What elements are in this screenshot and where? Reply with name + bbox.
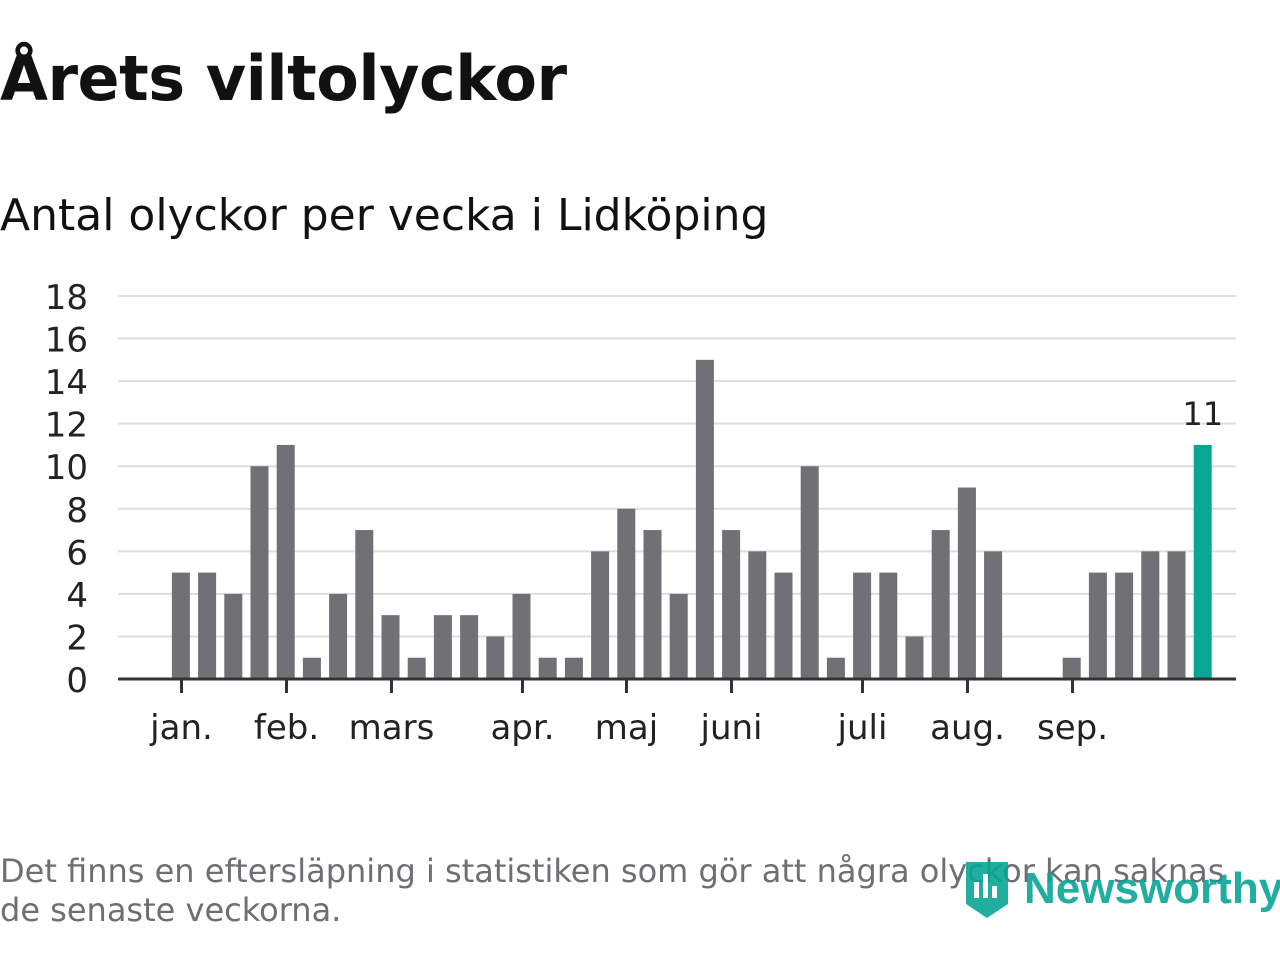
bar bbox=[748, 551, 767, 679]
bar bbox=[591, 551, 610, 679]
x-tick-label: maj bbox=[595, 708, 658, 748]
bar bbox=[617, 508, 636, 679]
bar bbox=[538, 657, 557, 679]
bar bbox=[1141, 551, 1160, 679]
data-lag-footnote: Det finns en eftersläpning i statistiken… bbox=[0, 852, 1225, 929]
bar bbox=[1088, 572, 1107, 679]
bar bbox=[1062, 657, 1081, 679]
bar bbox=[224, 593, 243, 679]
y-tick-label: 18 bbox=[45, 278, 88, 318]
bar bbox=[826, 657, 845, 679]
x-tick-label: feb. bbox=[254, 708, 319, 748]
y-tick-label: 12 bbox=[45, 406, 88, 446]
x-tick-label: mars bbox=[349, 708, 435, 748]
bar bbox=[355, 530, 374, 679]
chart-title: Årets viltolyckor bbox=[0, 42, 567, 115]
bar bbox=[171, 572, 190, 679]
bar bbox=[984, 551, 1003, 679]
bar bbox=[905, 636, 924, 679]
y-tick-label: 8 bbox=[66, 491, 88, 531]
x-tick-label: juli bbox=[837, 708, 888, 748]
newsworthy-logo-icon bbox=[966, 862, 1008, 918]
bar bbox=[853, 572, 872, 679]
chart-subtitle: Antal olyckor per vecka i Lidköping bbox=[0, 190, 769, 241]
bar bbox=[669, 593, 688, 679]
bar bbox=[250, 466, 269, 679]
brand-name: Newsworthy bbox=[1024, 864, 1280, 913]
bar bbox=[512, 593, 531, 679]
y-tick-label: 16 bbox=[45, 321, 88, 361]
bar bbox=[460, 615, 479, 679]
bar bbox=[407, 657, 426, 679]
bar bbox=[774, 572, 793, 679]
bar bbox=[486, 636, 505, 679]
x-tick-label: juni bbox=[700, 708, 763, 748]
y-tick-label: 14 bbox=[45, 363, 88, 403]
x-tick-label: apr. bbox=[490, 708, 554, 748]
bar bbox=[276, 444, 295, 679]
bar bbox=[381, 615, 400, 679]
bar bbox=[643, 530, 662, 679]
bar bbox=[433, 615, 452, 679]
bar bbox=[695, 359, 714, 679]
x-tick-label: sep. bbox=[1037, 708, 1108, 748]
highlight-value-label: 11 bbox=[1182, 395, 1223, 433]
bar bbox=[564, 657, 583, 679]
bar bbox=[931, 530, 950, 679]
bar bbox=[302, 657, 321, 679]
y-tick-label: 10 bbox=[45, 448, 88, 488]
bar bbox=[198, 572, 217, 679]
y-tick-label: 6 bbox=[66, 533, 88, 573]
bar bbox=[800, 466, 819, 679]
bar bbox=[1167, 551, 1186, 679]
y-tick-label: 4 bbox=[66, 576, 88, 616]
bar bbox=[1115, 572, 1134, 679]
bar bbox=[879, 572, 898, 679]
bar bbox=[329, 593, 348, 679]
x-tick-label: jan. bbox=[149, 708, 213, 748]
newsworthy-logo: Newsworthy bbox=[962, 858, 1280, 920]
highlight-bar bbox=[1193, 444, 1212, 679]
y-tick-label: 2 bbox=[66, 618, 88, 658]
bar bbox=[957, 487, 976, 679]
y-tick-label: 0 bbox=[66, 661, 88, 701]
x-tick-label: aug. bbox=[930, 708, 1005, 748]
bar bbox=[722, 530, 741, 679]
